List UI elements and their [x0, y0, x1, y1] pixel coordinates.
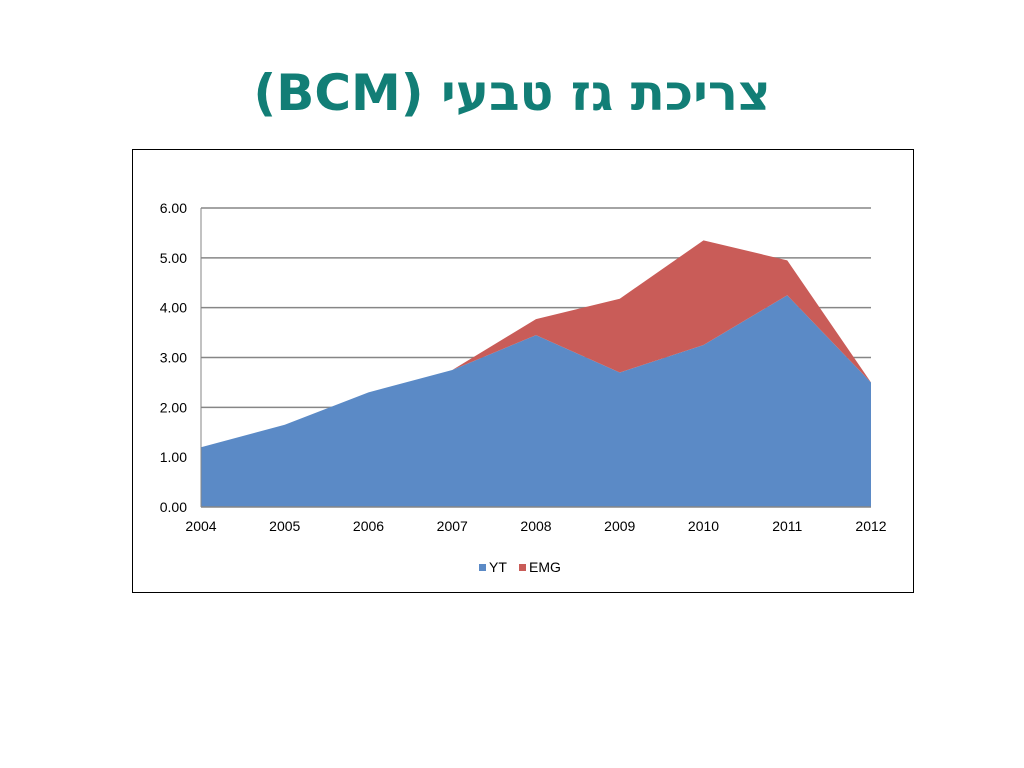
legend-label-emg: EMG — [529, 559, 561, 575]
area-chart: 0.00 1.00 2.00 3.00 4.00 5.00 6.00 2004 2005 2006… — [160, 200, 887, 575]
slide-title: צריכת גז טבעי (BCM) — [253, 64, 771, 122]
y-tick-label: 1.00 — [160, 449, 187, 465]
x-tick-label: 2011 — [772, 518, 802, 534]
axes: 0.00 1.00 2.00 3.00 4.00 5.00 6.00 2004 2005 2006… — [160, 200, 887, 534]
x-tick-label: 2008 — [520, 518, 551, 534]
y-tick-label: 0.00 — [160, 499, 187, 515]
x-tick-label: 2004 — [185, 518, 216, 534]
y-tick-label: 5.00 — [160, 250, 187, 266]
legend-swatch-yt — [479, 564, 486, 571]
legend-swatch-emg — [519, 564, 526, 571]
legend: YT EMG — [479, 559, 561, 575]
y-tick-label: 2.00 — [160, 399, 187, 415]
series-area-yt — [201, 295, 871, 507]
y-tick-label: 3.00 — [160, 350, 187, 366]
y-tick-label: 4.00 — [160, 300, 187, 316]
series-area-emg — [201, 240, 871, 448]
x-tick-label: 2012 — [855, 518, 886, 534]
x-tick-label: 2007 — [437, 518, 468, 534]
x-tick-label: 2010 — [688, 518, 719, 534]
y-tick-label: 6.00 — [160, 200, 187, 216]
x-tick-label: 2006 — [353, 518, 384, 534]
chart-area: 0.00 1.00 2.00 3.00 4.00 5.00 6.00 2004 2005 2006… — [132, 149, 914, 593]
series-areas — [201, 240, 871, 507]
legend-label-yt: YT — [489, 559, 507, 575]
x-tick-label: 2005 — [269, 518, 300, 534]
x-tick-label: 2009 — [604, 518, 635, 534]
